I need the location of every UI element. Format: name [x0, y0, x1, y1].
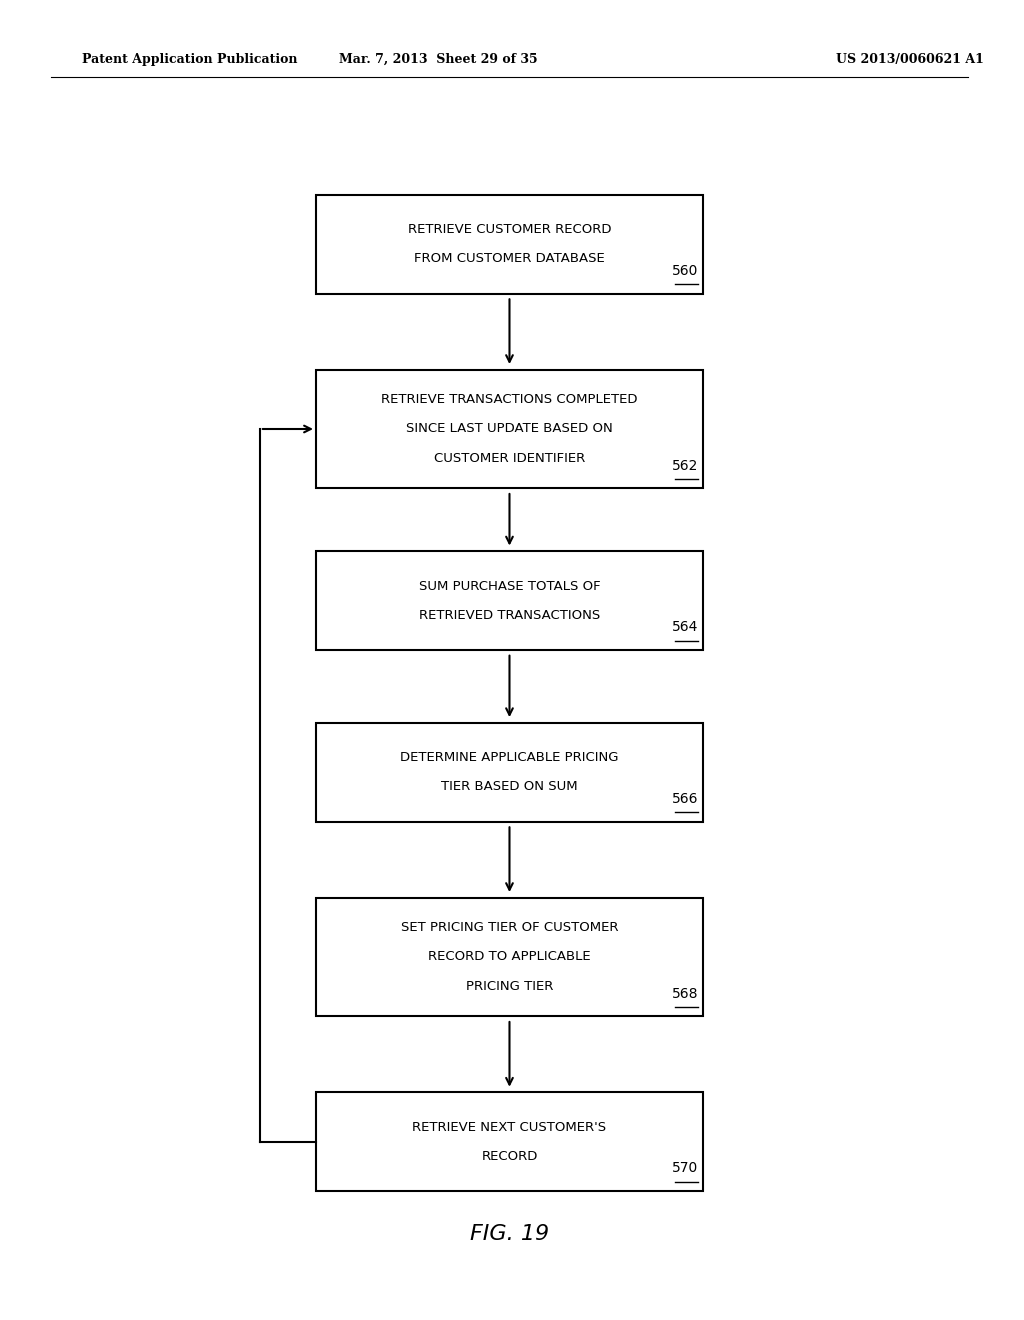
Text: Patent Application Publication: Patent Application Publication: [82, 53, 297, 66]
Text: RETRIEVE TRANSACTIONS COMPLETED: RETRIEVE TRANSACTIONS COMPLETED: [381, 393, 638, 407]
FancyBboxPatch shape: [315, 1093, 703, 1191]
Text: 570: 570: [672, 1162, 698, 1175]
FancyBboxPatch shape: [315, 722, 703, 821]
Text: SET PRICING TIER OF CUSTOMER: SET PRICING TIER OF CUSTOMER: [400, 921, 618, 935]
Text: RETRIEVED TRANSACTIONS: RETRIEVED TRANSACTIONS: [419, 609, 600, 622]
Text: FROM CUSTOMER DATABASE: FROM CUSTOMER DATABASE: [414, 252, 605, 265]
Text: RETRIEVE CUSTOMER RECORD: RETRIEVE CUSTOMER RECORD: [408, 223, 611, 236]
Text: 568: 568: [672, 986, 698, 1001]
Text: RECORD: RECORD: [481, 1150, 538, 1163]
Text: SUM PURCHASE TOTALS OF: SUM PURCHASE TOTALS OF: [419, 579, 600, 593]
Text: US 2013/0060621 A1: US 2013/0060621 A1: [836, 53, 983, 66]
Text: Mar. 7, 2013  Sheet 29 of 35: Mar. 7, 2013 Sheet 29 of 35: [339, 53, 538, 66]
Text: TIER BASED ON SUM: TIER BASED ON SUM: [441, 780, 578, 793]
Text: CUSTOMER IDENTIFIER: CUSTOMER IDENTIFIER: [434, 451, 585, 465]
FancyBboxPatch shape: [315, 552, 703, 649]
Text: 566: 566: [672, 792, 698, 805]
FancyBboxPatch shape: [315, 195, 703, 294]
Text: SINCE LAST UPDATE BASED ON: SINCE LAST UPDATE BASED ON: [407, 422, 612, 436]
Text: RETRIEVE NEXT CUSTOMER'S: RETRIEVE NEXT CUSTOMER'S: [413, 1121, 606, 1134]
Text: DETERMINE APPLICABLE PRICING: DETERMINE APPLICABLE PRICING: [400, 751, 618, 764]
Text: 560: 560: [672, 264, 698, 279]
Text: 564: 564: [672, 620, 698, 634]
FancyBboxPatch shape: [315, 370, 703, 488]
Text: PRICING TIER: PRICING TIER: [466, 979, 553, 993]
Text: FIG. 19: FIG. 19: [470, 1224, 549, 1245]
FancyBboxPatch shape: [315, 898, 703, 1016]
Text: 562: 562: [672, 458, 698, 473]
Text: RECORD TO APPLICABLE: RECORD TO APPLICABLE: [428, 950, 591, 964]
